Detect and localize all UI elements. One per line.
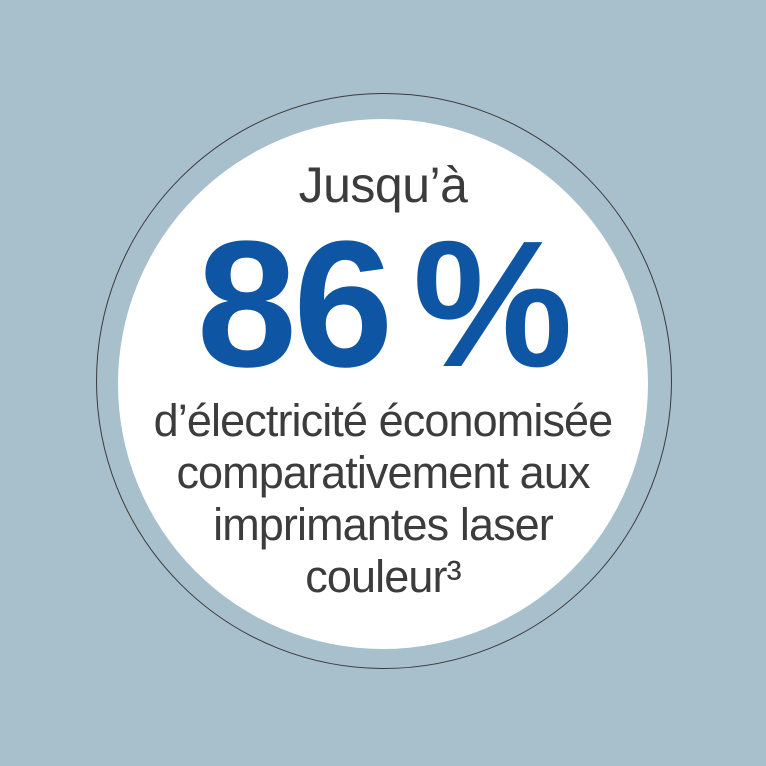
stat-text-block: Jusqu’à 86 % d’électricité économisée co… [0, 155, 766, 603]
stat-badge-circle [118, 119, 648, 649]
stat-value: 86 % [196, 204, 573, 405]
stat-prefix-label: Jusqu’à [298, 157, 468, 213]
stat-description-line: couleur³ [305, 551, 461, 602]
stat-description-line: comparativement aux [176, 447, 590, 498]
stat-description-line: imprimantes laser [213, 499, 554, 550]
stat-description-line: d’électricité économisée [153, 395, 614, 446]
stat-description: d’électricité économisée comparativement… [0, 395, 766, 603]
decorative-circle-outline [96, 93, 672, 669]
